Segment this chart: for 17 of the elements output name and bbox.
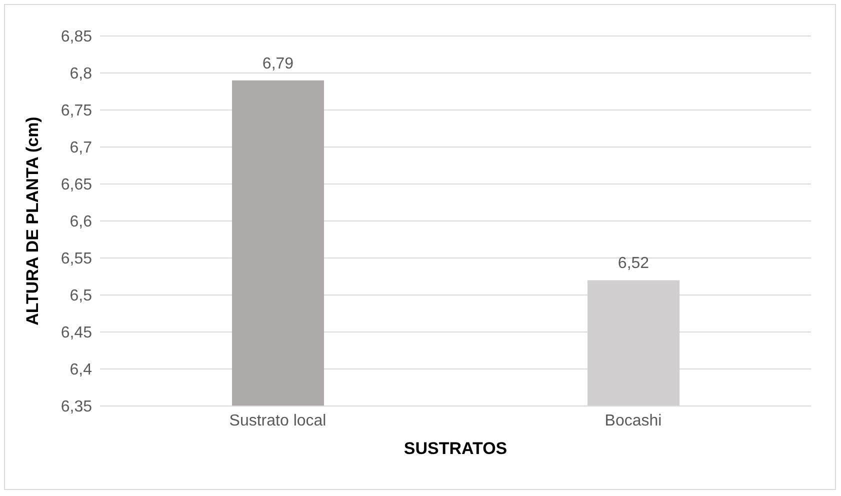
y-tick-label: 6,65 bbox=[60, 176, 92, 194]
y-tick-label: 6,5 bbox=[70, 288, 92, 305]
y-tick-label: 6,45 bbox=[60, 324, 92, 342]
y-tick-label: 6,75 bbox=[60, 102, 92, 120]
y-tick-label: 6,35 bbox=[60, 398, 92, 416]
y-tick-label: 6,6 bbox=[70, 214, 92, 231]
data-label: 6,79 bbox=[262, 55, 294, 72]
data-label: 6,52 bbox=[618, 255, 650, 272]
x-tick-label: Bocashi bbox=[604, 412, 662, 430]
y-tick-label: 6,4 bbox=[70, 362, 92, 379]
y-tick-label: 6,7 bbox=[70, 140, 92, 157]
x-axis-title: SUSTRATOS bbox=[404, 439, 508, 458]
y-axis-title: ALTURA DE PLANTA (cm) bbox=[23, 116, 42, 326]
x-tick-label: Sustrato local bbox=[229, 412, 326, 430]
y-tick-label: 6,55 bbox=[60, 250, 92, 268]
y-tick-label: 6,8 bbox=[70, 66, 92, 83]
y-tick-label: 6,85 bbox=[60, 28, 92, 46]
